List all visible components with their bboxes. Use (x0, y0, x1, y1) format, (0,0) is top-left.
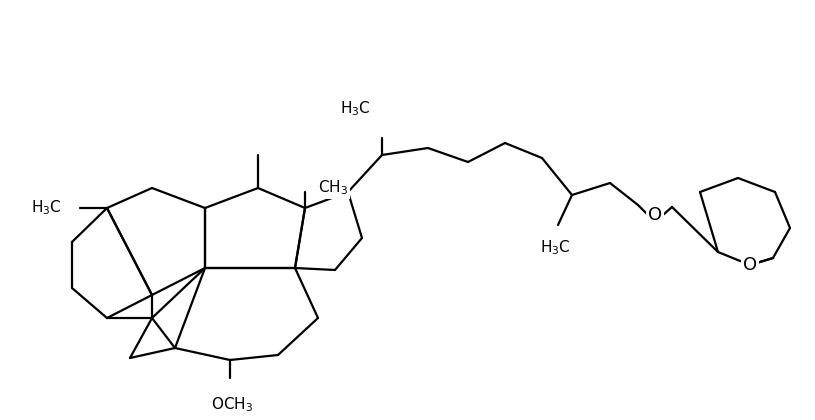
Text: CH$_3$: CH$_3$ (318, 178, 348, 197)
Text: OCH$_3$: OCH$_3$ (211, 395, 253, 414)
Text: O: O (648, 206, 662, 224)
Text: O: O (743, 256, 757, 274)
Text: H$_3$C: H$_3$C (31, 199, 62, 218)
Text: H$_3$C: H$_3$C (540, 238, 570, 257)
Text: H$_3$C: H$_3$C (340, 99, 370, 118)
